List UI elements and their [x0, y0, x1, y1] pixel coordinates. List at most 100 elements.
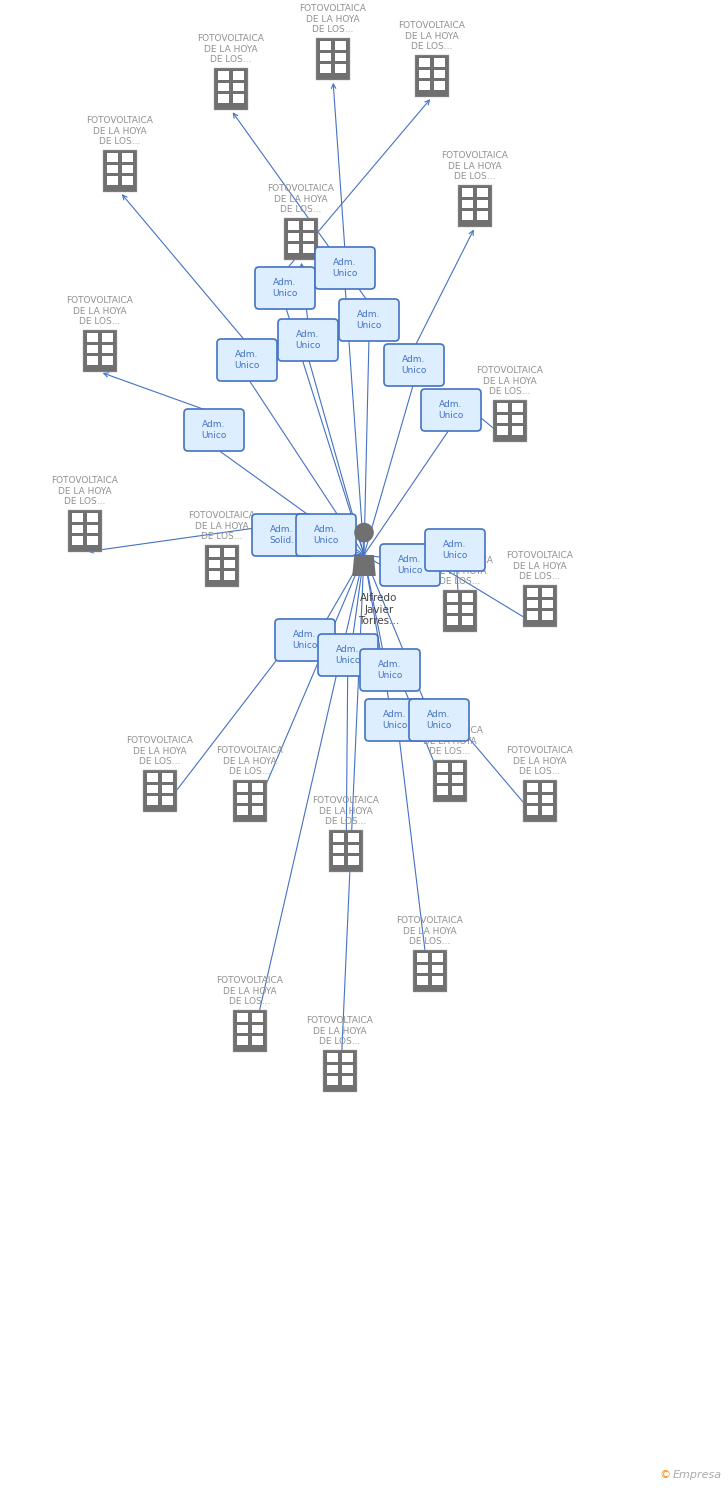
- Bar: [452, 786, 463, 795]
- FancyBboxPatch shape: [252, 514, 312, 556]
- Bar: [419, 70, 430, 78]
- Bar: [497, 404, 508, 411]
- Bar: [218, 72, 229, 80]
- Bar: [327, 1065, 338, 1072]
- Bar: [462, 616, 473, 624]
- Bar: [333, 844, 344, 853]
- Bar: [342, 1065, 353, 1072]
- Text: FOTOVOLTAICA
DE LA HOYA
DE LOS...: FOTOVOLTAICA DE LA HOYA DE LOS...: [442, 152, 508, 182]
- Text: FOTOVOLTAICA
DE LA HOYA
DE LOS...: FOTOVOLTAICA DE LA HOYA DE LOS...: [416, 726, 483, 756]
- Bar: [209, 572, 220, 579]
- Bar: [237, 1014, 248, 1022]
- FancyBboxPatch shape: [275, 620, 335, 662]
- Bar: [447, 604, 458, 613]
- Bar: [434, 70, 445, 78]
- Bar: [162, 774, 173, 782]
- Bar: [462, 604, 473, 613]
- Bar: [333, 856, 344, 864]
- Bar: [162, 796, 173, 804]
- Text: FOTOVOLTAICA
DE LA HOYA
DE LOS...: FOTOVOLTAICA DE LA HOYA DE LOS...: [398, 21, 465, 51]
- Bar: [432, 976, 443, 984]
- Bar: [335, 53, 346, 62]
- Bar: [252, 783, 263, 792]
- Bar: [72, 537, 83, 544]
- Bar: [320, 64, 331, 72]
- Bar: [303, 232, 314, 242]
- FancyBboxPatch shape: [523, 585, 557, 627]
- Text: FOTOVOLTAICA
DE LA HOYA
DE LOS...: FOTOVOLTAICA DE LA HOYA DE LOS...: [216, 976, 283, 1006]
- Bar: [252, 1024, 263, 1033]
- Bar: [437, 764, 448, 771]
- Bar: [209, 549, 220, 556]
- FancyBboxPatch shape: [214, 68, 248, 110]
- Text: FOTOVOLTAICA
DE LA HOYA
DE LOS...: FOTOVOLTAICA DE LA HOYA DE LOS...: [312, 796, 379, 826]
- Text: Adm.
Unico: Adm. Unico: [356, 310, 381, 330]
- Bar: [462, 189, 473, 196]
- Bar: [335, 42, 346, 50]
- Bar: [224, 560, 235, 568]
- Bar: [102, 345, 113, 352]
- FancyBboxPatch shape: [205, 544, 239, 586]
- FancyBboxPatch shape: [255, 267, 315, 309]
- Text: Adm.
Unico: Adm. Unico: [336, 645, 360, 664]
- FancyBboxPatch shape: [316, 38, 350, 80]
- FancyBboxPatch shape: [380, 544, 440, 586]
- FancyBboxPatch shape: [493, 400, 527, 442]
- Bar: [122, 177, 133, 184]
- Bar: [252, 795, 263, 802]
- Bar: [335, 64, 346, 72]
- FancyBboxPatch shape: [278, 320, 338, 362]
- Bar: [417, 964, 428, 974]
- Bar: [452, 764, 463, 771]
- FancyBboxPatch shape: [523, 780, 557, 822]
- Text: Empresa: Empresa: [673, 1470, 722, 1480]
- Bar: [122, 165, 133, 172]
- Bar: [342, 1053, 353, 1062]
- Bar: [434, 81, 445, 90]
- FancyBboxPatch shape: [329, 830, 363, 872]
- Bar: [288, 222, 299, 230]
- FancyBboxPatch shape: [413, 950, 447, 992]
- Bar: [348, 844, 359, 853]
- Bar: [87, 333, 98, 342]
- FancyBboxPatch shape: [323, 1050, 357, 1092]
- Bar: [527, 783, 538, 792]
- Bar: [512, 416, 523, 423]
- Bar: [477, 189, 488, 196]
- Bar: [107, 153, 118, 162]
- Text: Adm.
Unico: Adm. Unico: [401, 356, 427, 375]
- Bar: [320, 42, 331, 50]
- Bar: [122, 153, 133, 162]
- Bar: [107, 177, 118, 184]
- Text: FOTOVOLTAICA
DE LA HOYA
DE LOS...: FOTOVOLTAICA DE LA HOYA DE LOS...: [268, 184, 334, 214]
- Bar: [542, 783, 553, 792]
- Text: FOTOVOLTAICA
DE LA HOYA
DE LOS...: FOTOVOLTAICA DE LA HOYA DE LOS...: [66, 296, 133, 326]
- Bar: [419, 58, 430, 66]
- Bar: [237, 783, 248, 792]
- Bar: [303, 244, 314, 252]
- Bar: [237, 1036, 248, 1044]
- Bar: [224, 549, 235, 556]
- Text: Adm.
Unico: Adm. Unico: [377, 660, 403, 680]
- Bar: [348, 856, 359, 864]
- Bar: [527, 588, 538, 597]
- Bar: [477, 200, 488, 208]
- Text: Adm.
Unico: Adm. Unico: [382, 711, 408, 729]
- Text: Adm.
Unico: Adm. Unico: [438, 400, 464, 420]
- Bar: [419, 81, 430, 90]
- Text: Adm.
Unico: Adm. Unico: [332, 258, 357, 278]
- Text: Adm.
Unico: Adm. Unico: [293, 630, 317, 650]
- FancyBboxPatch shape: [233, 1010, 267, 1052]
- Text: Adm.
Solid.: Adm. Solid.: [269, 525, 295, 544]
- Polygon shape: [352, 555, 376, 576]
- Text: Adm.
Unico: Adm. Unico: [234, 351, 260, 369]
- Bar: [288, 232, 299, 242]
- FancyBboxPatch shape: [217, 339, 277, 381]
- Text: FOTOVOLTAICA
DE LA HOYA
DE LOS...: FOTOVOLTAICA DE LA HOYA DE LOS...: [52, 476, 119, 506]
- FancyBboxPatch shape: [365, 699, 425, 741]
- FancyBboxPatch shape: [318, 634, 378, 676]
- FancyBboxPatch shape: [409, 699, 469, 741]
- Text: ©: ©: [660, 1470, 675, 1480]
- Text: FOTOVOLTAICA
DE LA HOYA
DE LOS...: FOTOVOLTAICA DE LA HOYA DE LOS...: [127, 736, 194, 766]
- FancyBboxPatch shape: [103, 150, 137, 192]
